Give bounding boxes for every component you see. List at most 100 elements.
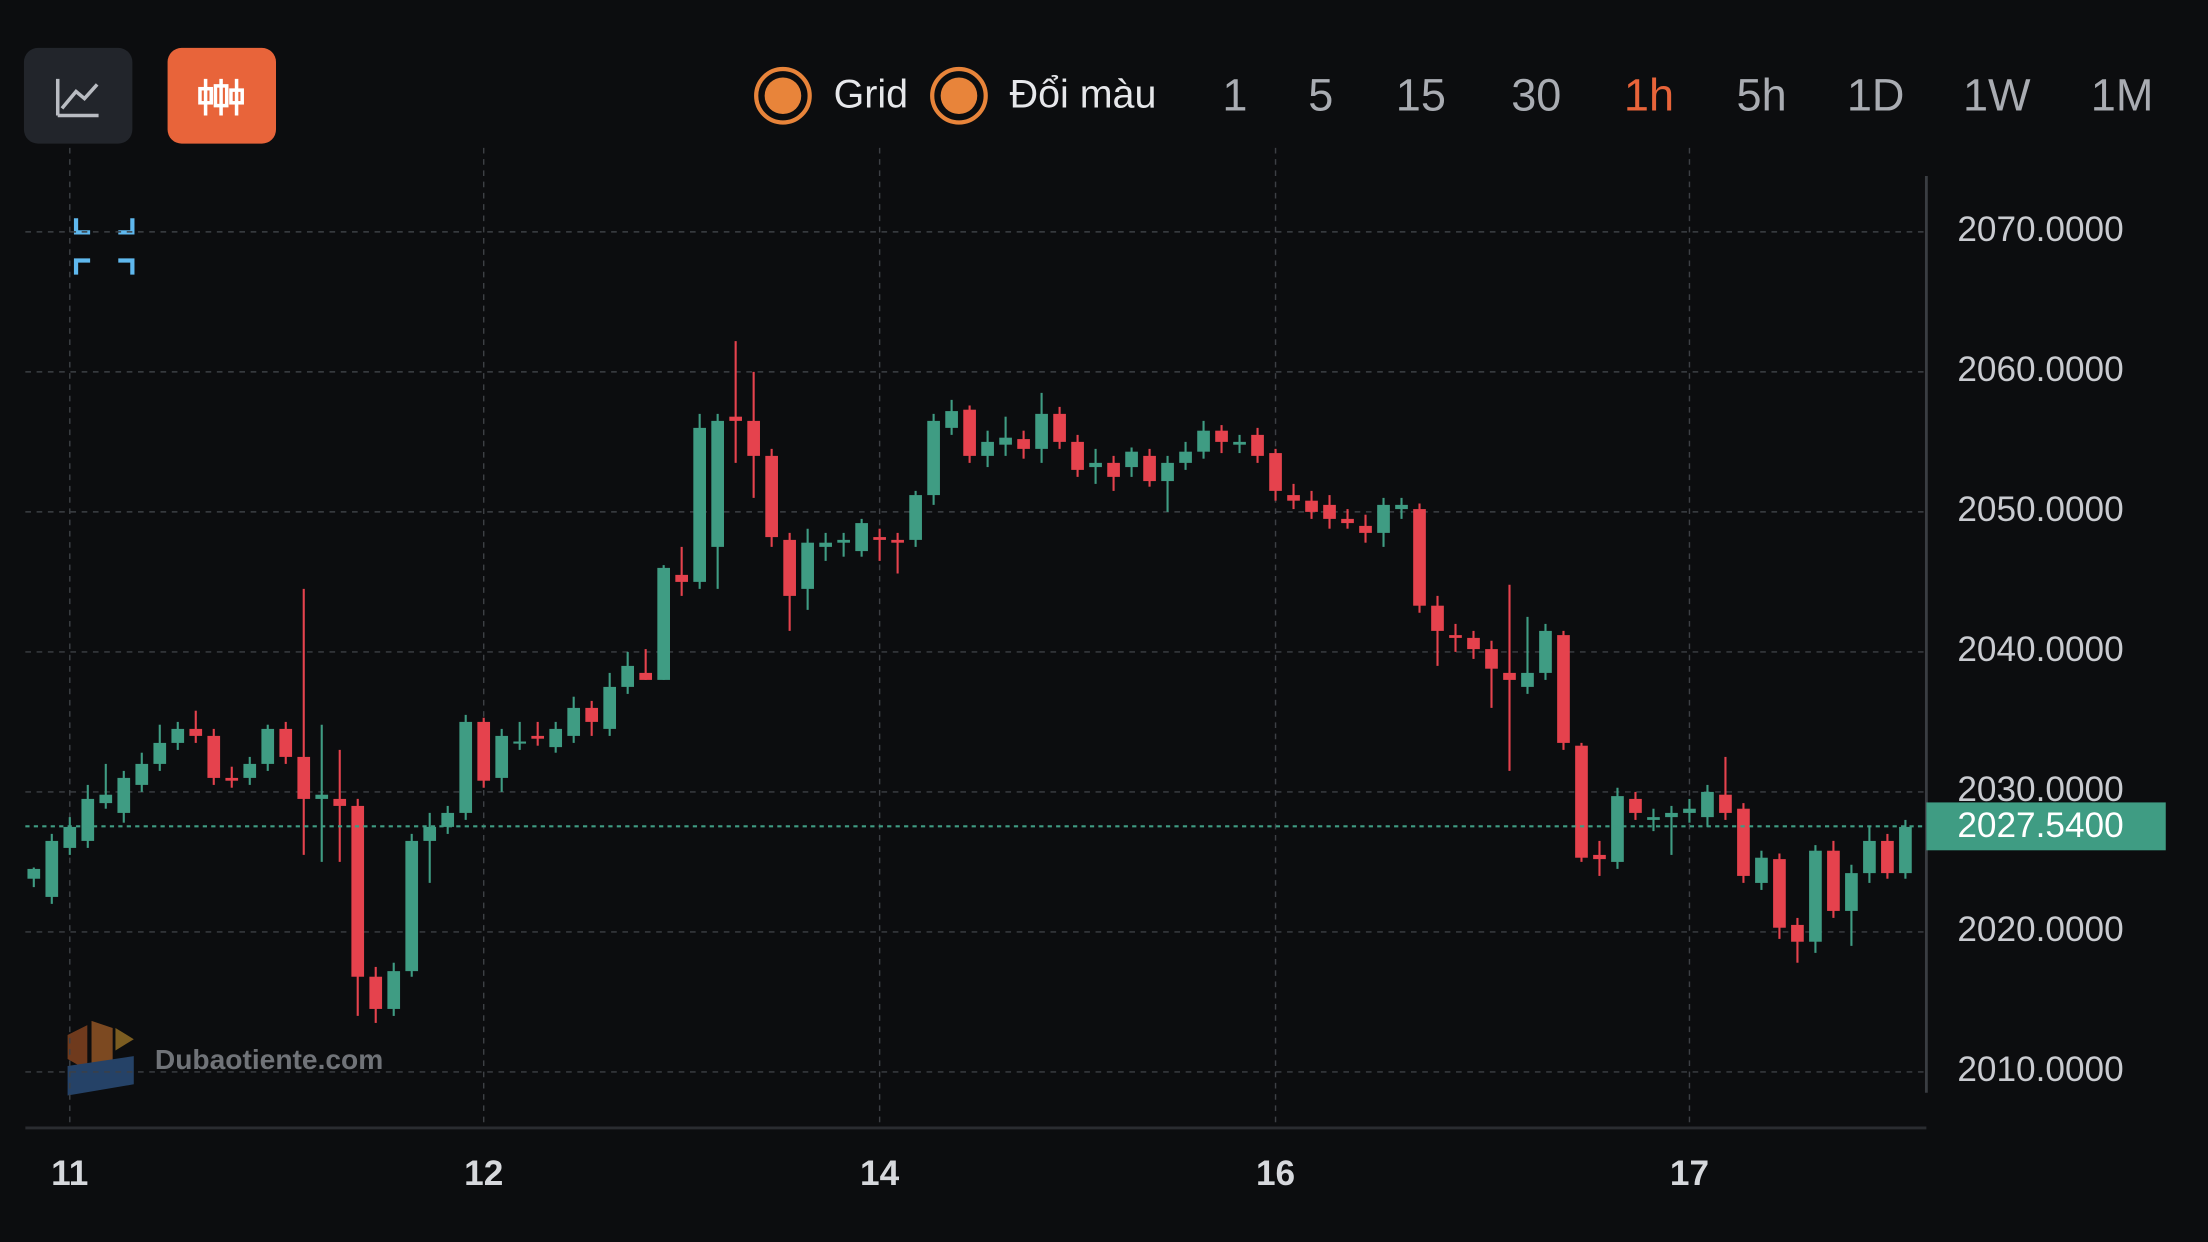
candle-body [783,539,796,596]
candle-body [837,539,850,543]
candle-body [1233,441,1246,445]
candle-body [333,798,347,806]
candle-body [1017,439,1030,449]
toggle[interactable]: Đổi màu [930,66,1157,125]
candle-body [495,735,509,778]
candle-body [1845,873,1858,911]
candle-body [315,794,329,799]
x-tick-label: 14 [860,1154,900,1193]
candle-body [81,798,95,841]
candle-body [873,537,886,540]
candle-body [1143,455,1156,482]
candle-body [279,728,293,757]
candle-body [1773,859,1786,928]
candle-body [1449,635,1462,638]
candle-body [459,721,473,813]
candle-body [153,742,167,764]
candle-body [189,728,203,736]
last-price-label: 2027.5400 [1957,806,2123,845]
toggle-dot[interactable] [940,77,978,115]
interval-button[interactable]: 1h [1624,69,1674,120]
candle-body [1089,462,1102,468]
candle-body [1413,509,1426,606]
candle-body [1647,817,1660,820]
interval-button[interactable]: 1D [1847,69,1905,120]
toggle-ring[interactable] [754,66,812,125]
interval-button[interactable]: 1 [1222,69,1247,120]
candle-body [423,826,437,841]
candle-body [747,420,760,456]
candle-body [1341,518,1354,524]
candle-body [1359,525,1372,533]
candle-body [1287,495,1300,501]
candle-body [171,728,185,743]
candle-body [1791,924,1804,942]
candle-body [1863,840,1876,874]
interval-button[interactable]: 30 [1511,69,1561,120]
candle-body [801,542,814,589]
candle-mode-button[interactable] [167,47,276,144]
toggle-label[interactable]: Grid [834,73,908,117]
candle-body [1611,796,1624,862]
line-mode-button[interactable] [23,47,133,144]
candle-body [1881,840,1894,874]
candle-body [1197,430,1210,452]
interval-button[interactable]: 15 [1396,69,1446,120]
candle-body [117,777,131,813]
candle-body [1827,850,1840,911]
candle-body [1467,637,1480,650]
candle-body [1179,451,1192,463]
candle-body [675,574,689,582]
toggle-ring[interactable] [930,66,988,125]
toggle-label[interactable]: Đổi màu [1010,73,1157,117]
candle-body [639,672,653,680]
y-tick-label: 2070.0000 [1957,210,2123,249]
candle-body [999,437,1012,445]
y-tick-label: 2020.0000 [1957,910,2123,949]
interval-button[interactable]: 5h [1737,69,1787,120]
candle-body [45,840,59,897]
candle-body [99,794,113,804]
candle-body [927,420,940,496]
candle-body [711,420,724,547]
candle-body [513,741,527,744]
candle-body [585,707,599,722]
candle-body [657,567,671,680]
interval-button[interactable]: 1W [1963,69,2031,120]
candle-body [1071,441,1084,470]
y-tick-label: 2050.0000 [1957,490,2123,529]
interval-button[interactable]: 1M [2091,69,2154,120]
interval-button[interactable]: 5 [1308,69,1333,120]
candle-body [1251,434,1264,456]
candle-body [1035,413,1048,449]
candle-body [369,976,383,1009]
candle-body [891,539,904,543]
candle-body [297,756,311,799]
candle-body [441,812,455,827]
candle-body [603,686,617,729]
candle-body [765,455,778,538]
y-tick-label: 2060.0000 [1957,350,2123,389]
candle-body [1305,500,1318,512]
x-tick-label: 17 [1670,1154,1709,1193]
candle-body [693,427,706,582]
candle-body [1701,791,1714,818]
candle-body [63,826,77,848]
toggle[interactable]: Grid [754,66,908,125]
candle-body [729,416,742,421]
candle-body [1629,798,1642,813]
candle-body [1107,462,1120,477]
candle-body [1053,413,1066,442]
toggle-dot[interactable] [764,77,802,115]
candle-body [531,735,545,739]
chart: 2010.00002020.00002030.00002040.00002050… [25,147,2166,1193]
candle-body [1575,745,1588,858]
y-tick-label: 2040.0000 [1957,630,2123,669]
candle-body [1215,430,1228,442]
candle-body [225,777,239,781]
candle-body [243,763,257,778]
x-tick-label: 11 [51,1154,88,1193]
candle-body [963,409,976,456]
